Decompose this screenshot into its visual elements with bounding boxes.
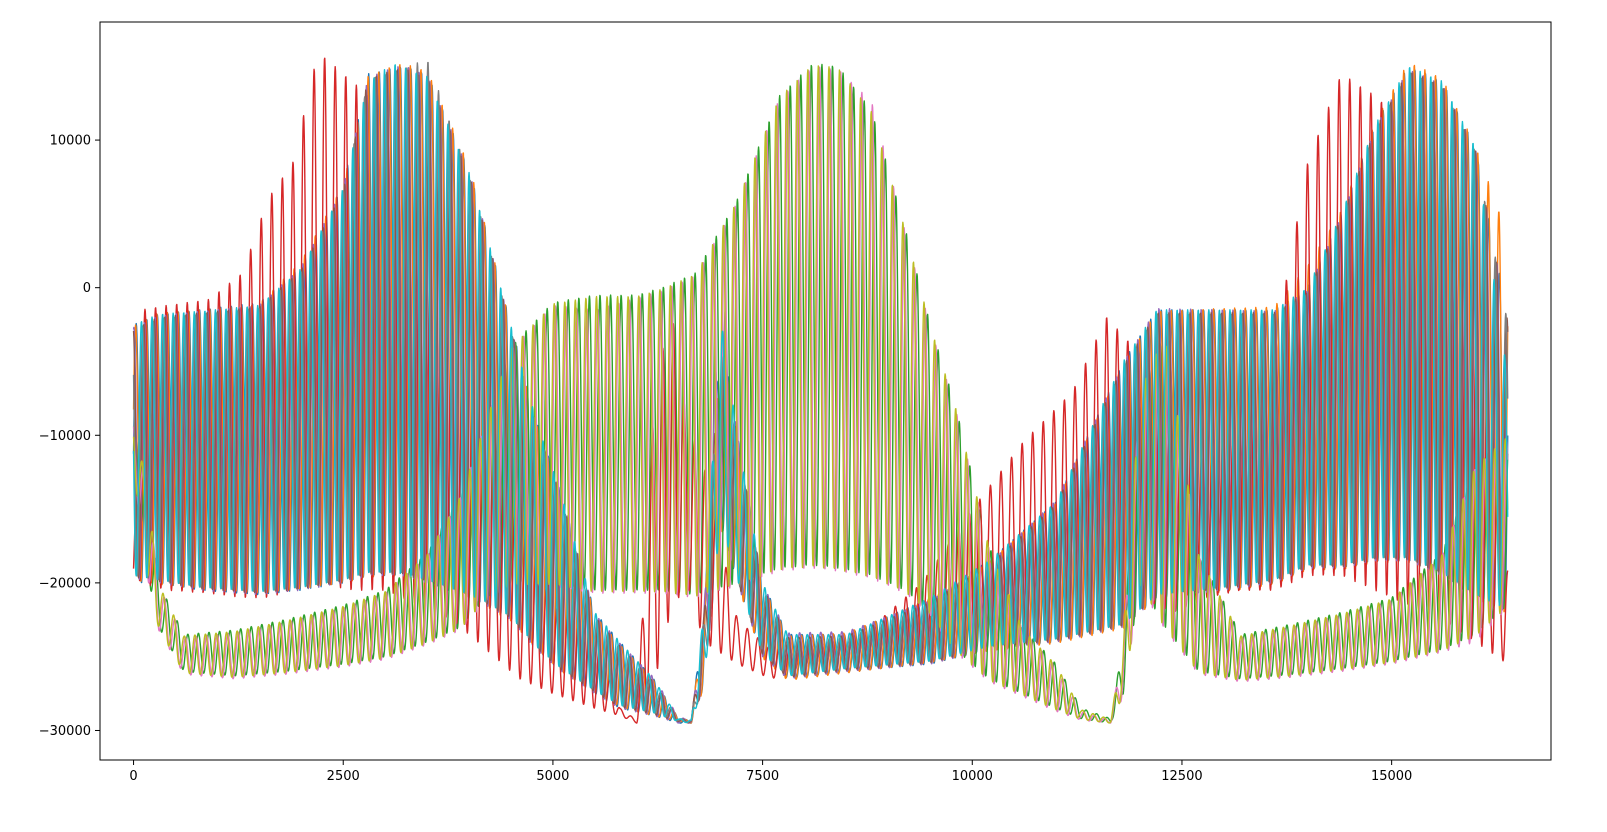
x-tick-label: 15000: [1371, 769, 1412, 784]
x-tick-label: 12500: [1161, 769, 1202, 784]
y-tick-label: −30000: [39, 724, 91, 739]
plot-frame: [99, 21, 1552, 761]
x-tick-label: 10000: [952, 769, 993, 784]
x-axis: 0 2500 5000 7500 10000 12500 15000: [129, 760, 1412, 784]
y-tick-label: −10000: [39, 429, 91, 444]
x-tick-label: 7500: [746, 769, 779, 784]
y-axis: −30000 −20000 −10000 0 10000: [39, 134, 100, 739]
x-tick-label: 0: [129, 769, 137, 784]
series-line-8: [132, 61, 1509, 724]
y-tick-label: 0: [83, 281, 91, 296]
x-tick-label: 2500: [327, 769, 360, 784]
y-tick-label: 10000: [50, 134, 91, 149]
y-tick-label: −20000: [39, 576, 91, 591]
x-tick-label: 5000: [536, 769, 569, 784]
series-layer: [132, 57, 1509, 724]
series-line-10: [132, 64, 1509, 724]
series-line-9: [132, 65, 1509, 724]
